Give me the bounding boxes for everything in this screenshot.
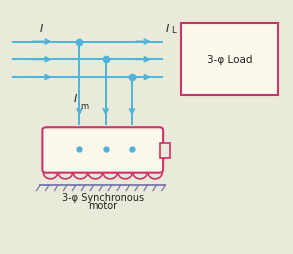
Text: 3-φ Synchronous: 3-φ Synchronous bbox=[62, 193, 144, 202]
Text: I: I bbox=[166, 24, 169, 34]
Text: L: L bbox=[171, 26, 176, 35]
FancyBboxPatch shape bbox=[42, 128, 163, 173]
Text: I: I bbox=[40, 24, 43, 34]
Text: 3-φ Load: 3-φ Load bbox=[207, 54, 252, 65]
Bar bbox=[160, 143, 170, 158]
Bar bbox=[181, 23, 278, 96]
Text: m: m bbox=[80, 102, 88, 110]
Text: motor: motor bbox=[88, 200, 117, 210]
Text: I: I bbox=[73, 94, 76, 104]
